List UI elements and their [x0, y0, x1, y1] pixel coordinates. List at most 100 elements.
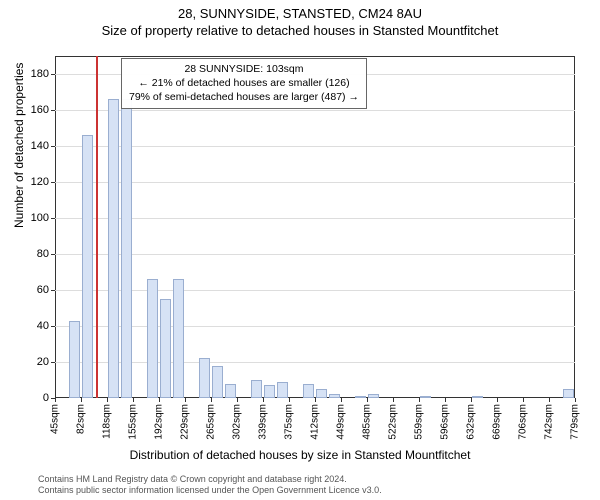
ytick-label: 100	[31, 212, 49, 224]
grid-line	[55, 146, 575, 147]
histogram-bar	[121, 99, 133, 398]
histogram-bar	[212, 366, 224, 398]
xtick-mark	[497, 398, 498, 402]
ytick-label: 40	[37, 320, 49, 332]
grid-line	[55, 110, 575, 111]
ytick-mark	[51, 146, 55, 147]
grid-line	[55, 254, 575, 255]
histogram-bar	[303, 384, 315, 398]
xtick-mark	[341, 398, 342, 402]
grid-line	[55, 290, 575, 291]
ytick-mark	[51, 182, 55, 183]
histogram-bar	[316, 389, 328, 398]
property-marker-line	[96, 56, 98, 398]
xtick-label: 742sqm	[543, 404, 554, 440]
ytick-label: 120	[31, 176, 49, 188]
xtick-label: 632sqm	[465, 404, 476, 440]
histogram-bar	[368, 394, 380, 398]
ytick-mark	[51, 110, 55, 111]
histogram-bar	[251, 380, 263, 398]
xtick-label: 118sqm	[101, 404, 112, 439]
xtick-mark	[263, 398, 264, 402]
xtick-label: 596sqm	[440, 404, 451, 440]
grid-line	[55, 362, 575, 363]
xtick-mark	[367, 398, 368, 402]
annotation-line: ← 21% of detached houses are smaller (12…	[129, 76, 359, 90]
xtick-label: 485sqm	[361, 404, 372, 440]
xtick-label: 375sqm	[283, 404, 294, 440]
xtick-label: 559sqm	[414, 404, 425, 440]
histogram-bar	[264, 385, 276, 398]
histogram-bar	[472, 396, 484, 398]
x-axis-label: Distribution of detached houses by size …	[0, 448, 600, 462]
ytick-mark	[51, 326, 55, 327]
ytick-label: 140	[31, 140, 49, 152]
grid-line	[55, 182, 575, 183]
xtick-mark	[419, 398, 420, 402]
ytick-label: 160	[31, 104, 49, 116]
xtick-mark	[289, 398, 290, 402]
histogram-bar	[329, 394, 341, 398]
xtick-label: 449sqm	[336, 404, 347, 440]
ytick-mark	[51, 362, 55, 363]
histogram-bar	[420, 396, 432, 398]
annotation-line: 28 SUNNYSIDE: 103sqm	[129, 62, 359, 76]
xtick-mark	[523, 398, 524, 402]
xtick-mark	[159, 398, 160, 402]
histogram-bar	[563, 389, 575, 398]
chart-title-main: 28, SUNNYSIDE, STANSTED, CM24 8AU	[0, 6, 600, 21]
xtick-label: 192sqm	[154, 404, 165, 440]
ytick-mark	[51, 218, 55, 219]
xtick-mark	[237, 398, 238, 402]
xtick-mark	[315, 398, 316, 402]
histogram-bar	[199, 358, 211, 398]
ytick-label: 0	[43, 392, 49, 404]
xtick-mark	[393, 398, 394, 402]
histogram-bar	[173, 279, 185, 398]
footer-attribution: Contains HM Land Registry data © Crown c…	[38, 474, 382, 497]
xtick-label: 229sqm	[180, 404, 191, 440]
footer-line-2: Contains public sector information licen…	[38, 485, 382, 496]
ytick-label: 180	[31, 68, 49, 80]
xtick-mark	[471, 398, 472, 402]
xtick-label: 412sqm	[310, 404, 321, 440]
xtick-label: 669sqm	[492, 404, 503, 440]
xtick-mark	[55, 398, 56, 402]
xtick-mark	[185, 398, 186, 402]
histogram-bar	[277, 382, 289, 398]
xtick-mark	[211, 398, 212, 402]
histogram-bar	[355, 396, 367, 398]
xtick-label: 82sqm	[76, 404, 87, 434]
ytick-label: 60	[37, 284, 49, 296]
xtick-mark	[445, 398, 446, 402]
grid-line	[55, 218, 575, 219]
histogram-bar	[108, 99, 120, 398]
annotation-line: 79% of semi-detached houses are larger (…	[129, 90, 359, 104]
histogram-bar	[225, 384, 237, 398]
histogram-bar	[82, 135, 94, 398]
xtick-mark	[81, 398, 82, 402]
y-axis-label: Number of detached properties	[12, 63, 26, 228]
xtick-mark	[133, 398, 134, 402]
xtick-label: 706sqm	[518, 404, 529, 440]
footer-line-1: Contains HM Land Registry data © Crown c…	[38, 474, 382, 485]
ytick-mark	[51, 290, 55, 291]
xtick-label: 155sqm	[127, 404, 138, 440]
xtick-label: 522sqm	[387, 404, 398, 440]
histogram-bar	[160, 299, 172, 398]
ytick-mark	[51, 254, 55, 255]
xtick-label: 339sqm	[258, 404, 269, 440]
xtick-label: 45sqm	[50, 404, 61, 434]
chart-title-sub: Size of property relative to detached ho…	[0, 23, 600, 38]
ytick-label: 80	[37, 248, 49, 260]
xtick-mark	[107, 398, 108, 402]
xtick-mark	[575, 398, 576, 402]
xtick-label: 265sqm	[205, 404, 216, 440]
xtick-label: 779sqm	[570, 404, 581, 440]
xtick-mark	[549, 398, 550, 402]
chart-plot-area: 02040608010012014016018045sqm82sqm118sqm…	[55, 56, 575, 398]
histogram-bar	[147, 279, 159, 398]
grid-line	[55, 326, 575, 327]
xtick-label: 302sqm	[232, 404, 243, 440]
annotation-box: 28 SUNNYSIDE: 103sqm← 21% of detached ho…	[121, 58, 367, 109]
